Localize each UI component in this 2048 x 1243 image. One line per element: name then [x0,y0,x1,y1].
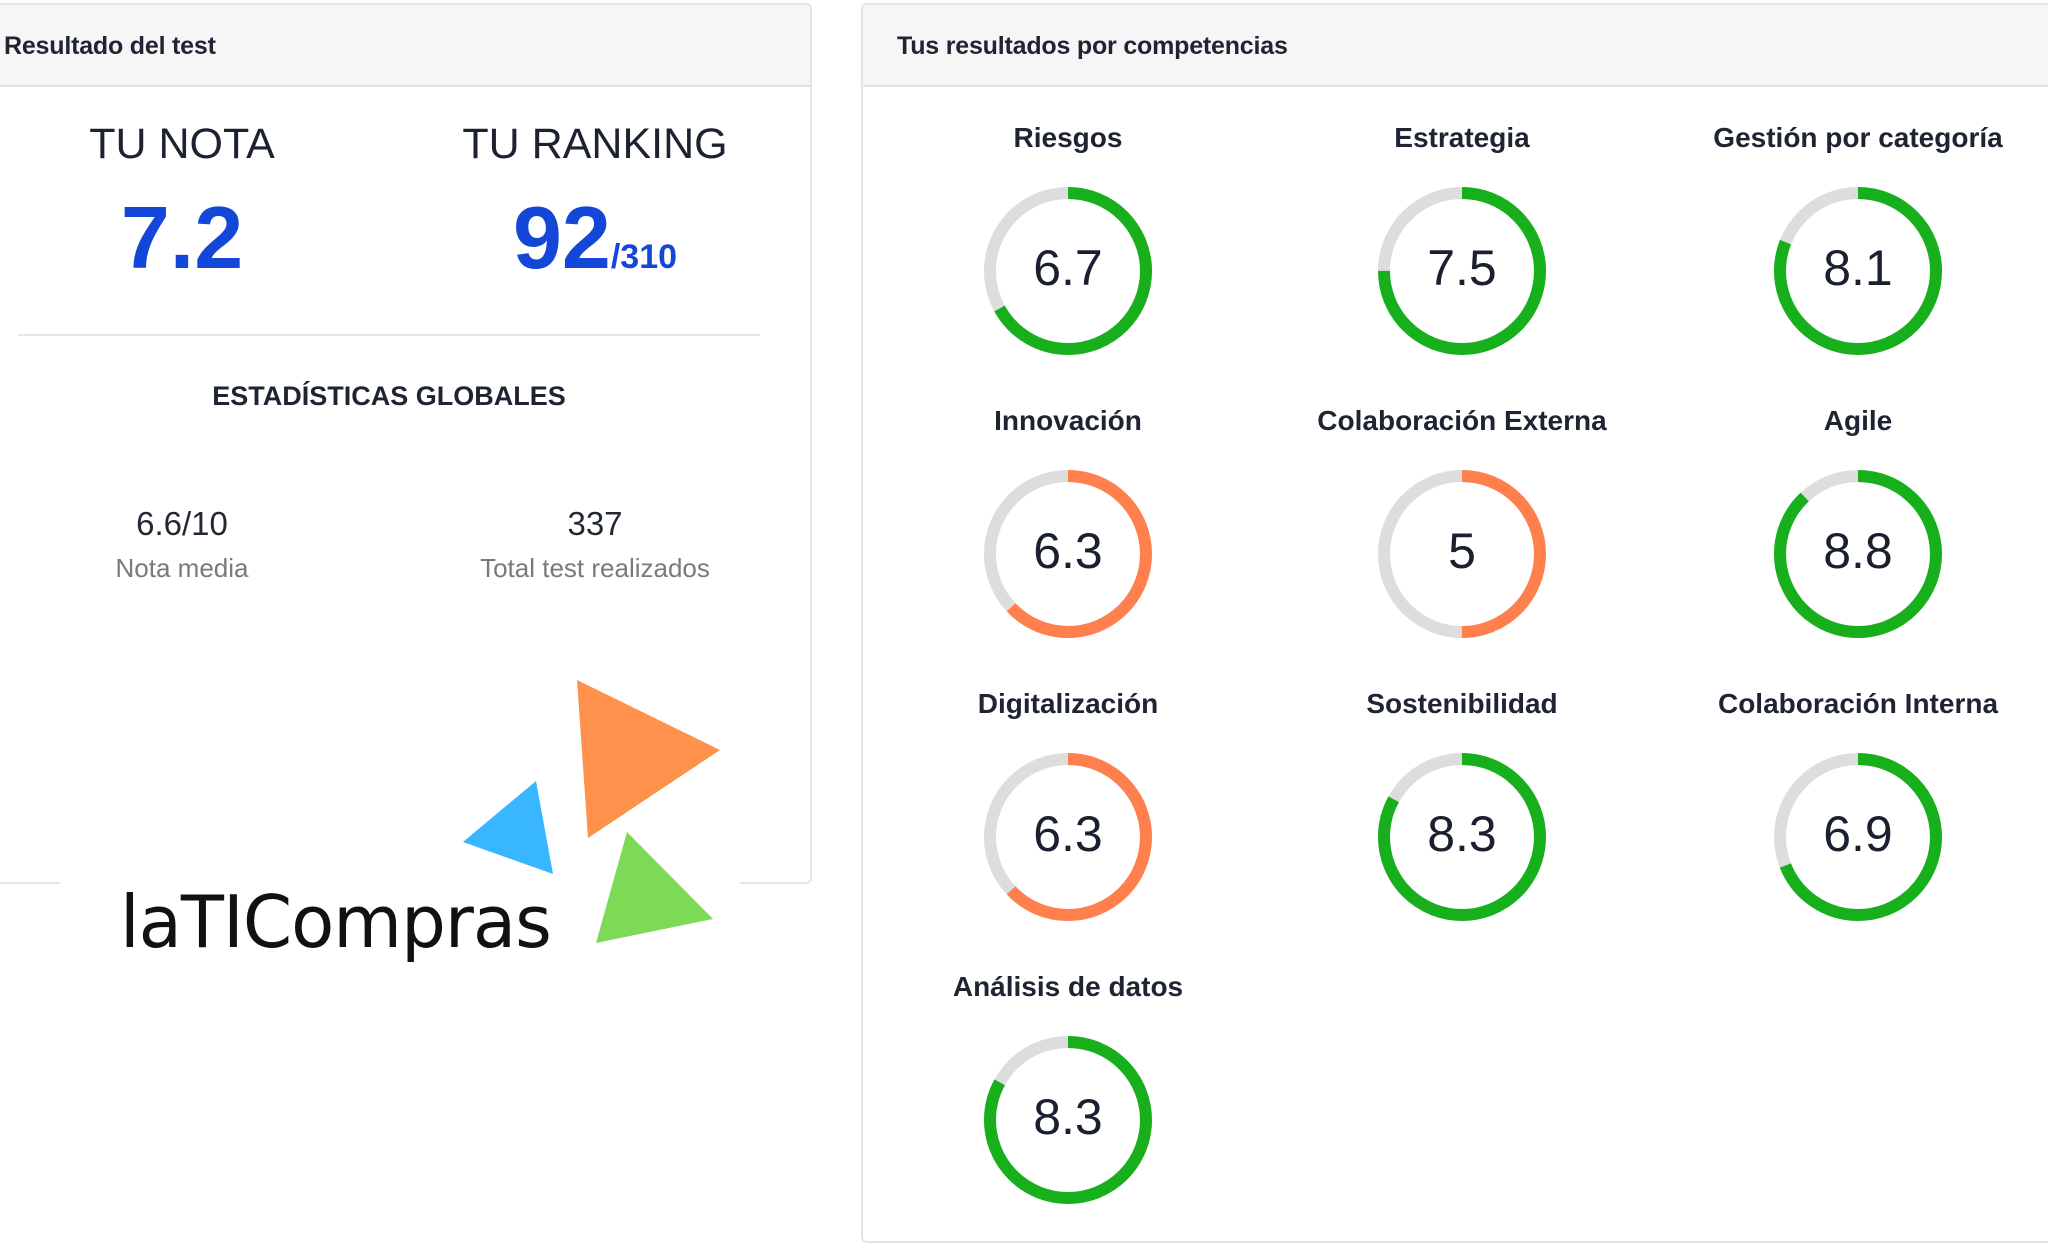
score-ring: 6.3 [982,751,1154,923]
competency-label: Sostenibilidad [1366,688,1558,719]
competency-score: 8.8 [1823,523,1893,579]
progress-ring-icon [1378,753,1546,921]
score-ring: 8.3 [982,1034,1154,1206]
average-score-value: 6.6/10 [136,505,228,542]
average-score-label: Nota media [115,553,249,583]
score-ring: 8.8 [1772,468,1944,640]
competency-label: Digitalización [977,688,1159,719]
competencies-header: Tus resultados por competencias [863,5,2048,87]
competency-score: 7.5 [1427,240,1497,296]
laticompras-logo: laTICompras [60,660,750,970]
competency-label: Agile [1823,405,1893,436]
competency-digitalizacion: Digitalización 6.3 [878,688,1258,923]
progress-ring-icon [1378,470,1546,638]
score-ring: 7.5 [1376,185,1548,357]
competency-score: 8.3 [1427,806,1497,862]
progress-ring-icon [1774,753,1942,921]
progress-ring-icon [984,1036,1152,1204]
competency-colaboracion-interna: Colaboración Interna 6.9 [1668,688,2048,923]
progress-ring-icon [1774,187,1942,355]
competency-colaboracion-externa: Colaboración Externa 5 [1272,405,1652,640]
global-stats-title: ESTADÍSTICAS GLOBALES [212,381,566,411]
ranking-value: 92/310 [513,194,677,282]
competency-score: 6.3 [1033,806,1103,862]
logo-triangles-icon [463,680,720,943]
competencies-title: Tus resultados por competencias [897,32,1288,60]
competency-score: 8.1 [1823,240,1893,296]
competency-analisis-de-datos: Análisis de datos 8.3 [878,971,1258,1206]
competencies-card: Tus resultados por competencias [861,3,2048,1243]
progress-ring-icon [1774,470,1942,638]
competency-label: Gestión por categoría [1713,122,2003,153]
ranking-total: /310 [610,238,678,276]
competency-gestion-por-categoria: Gestión por categoría 8.1 [1668,122,2048,357]
competency-score: 5 [1448,523,1476,579]
progress-ring-icon [984,470,1152,638]
progress-ring-icon [984,753,1152,921]
test-result-header: Resultado del test [0,5,810,87]
competency-label: Colaboración Externa [1317,405,1607,436]
total-tests-label: Total test realizados [480,553,710,583]
competency-sostenibilidad: Sostenibilidad 8.3 [1272,688,1652,923]
competency-estrategia: Estrategia 7.5 [1272,122,1652,357]
competency-agile: Agile 8.8 [1668,405,2048,640]
competency-label: Innovación [994,405,1142,436]
logo-text: laTICompras [120,880,552,964]
progress-ring-icon [984,187,1152,355]
green-triangle-icon [596,832,713,943]
competency-score: 6.7 [1033,240,1103,296]
competency-score: 6.9 [1823,806,1893,862]
competency-riesgos: Riesgos 6.7 [878,122,1258,357]
orange-triangle-icon [577,680,720,838]
test-result-title: Resultado del test [4,32,216,60]
score-ring: 6.7 [982,185,1154,357]
competency-label: Análisis de datos [952,971,1184,1002]
test-result-card: Resultado del test [0,3,812,884]
progress-ring-icon [1378,187,1546,355]
score-ring: 6.3 [982,468,1154,640]
ranking-label: TU RANKING [462,120,728,168]
blue-triangle-icon [463,781,553,874]
competency-label: Estrategia [1394,122,1530,153]
competency-innovacion: Innovación 6.3 [878,405,1258,640]
competency-label: Riesgos [1013,122,1123,153]
total-tests-value: 337 [567,505,623,542]
ranking-position: 92 [512,188,611,287]
competency-score: 6.3 [1033,523,1103,579]
score-value: 7.2 [120,188,244,287]
score-ring: 5 [1376,468,1548,640]
competency-score: 8.3 [1033,1089,1103,1145]
competency-label: Colaboración Interna [1717,688,1999,719]
divider [18,334,760,336]
score-ring: 8.3 [1376,751,1548,923]
score-label: TU NOTA [89,120,275,168]
score-ring: 8.1 [1772,185,1944,357]
score-ring: 6.9 [1772,751,1944,923]
